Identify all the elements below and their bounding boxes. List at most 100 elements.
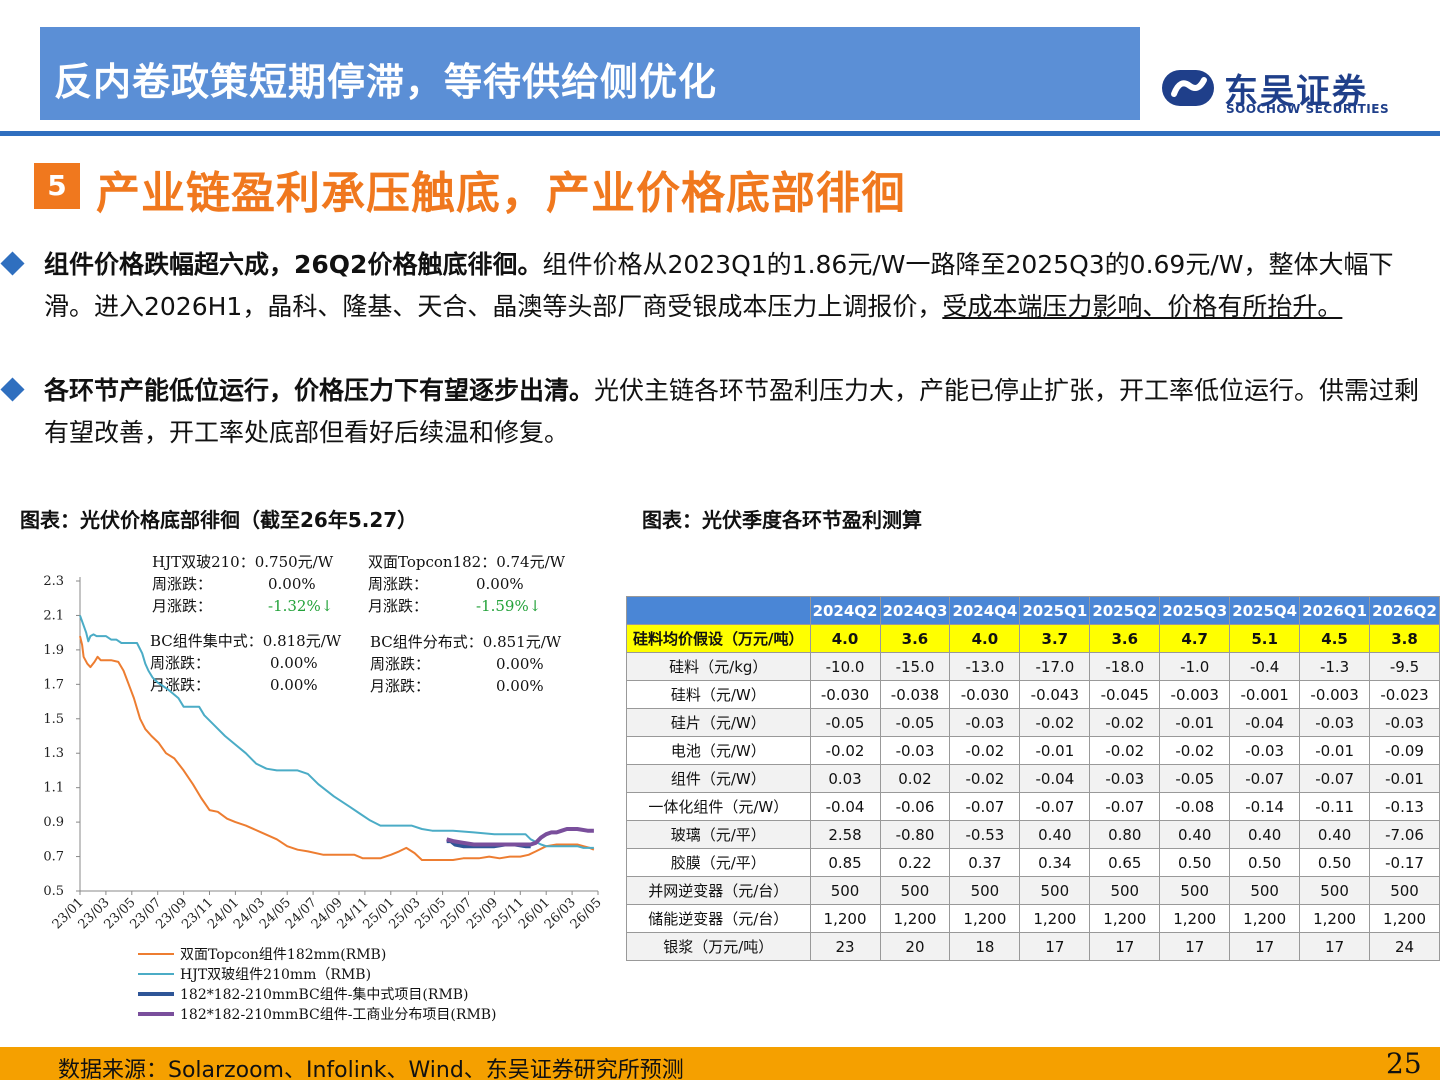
table-cell: -0.003 [1299, 680, 1371, 709]
table-cell: -18.0 [1089, 652, 1161, 681]
table-cell: -0.07 [1229, 764, 1301, 793]
table-cell: 500 [949, 876, 1021, 905]
chart-series [79, 615, 595, 861]
table-cell: -0.02 [1089, 736, 1161, 765]
topcon-annot-week-label: 周涨跌： [368, 575, 428, 593]
table-cell: 17 [1159, 932, 1231, 961]
table-row: 硅料（元/kg） -10.0 -15.0 -13.0 -17.0 -18.0 -1.0 -0.… [626, 652, 1440, 681]
table-cell: -0.06 [879, 792, 951, 821]
table-cell: -0.01 [1299, 736, 1371, 765]
table-cell: -0.003 [1159, 680, 1231, 709]
table-cell: -0.045 [1089, 680, 1161, 709]
bc-central-annot-week-label: 周涨跌： [150, 654, 210, 672]
table-cell: -0.14 [1229, 792, 1301, 821]
table-cell: -10.0 [809, 652, 881, 681]
table-row: 电池（元/W） -0.02 -0.03 -0.02 -0.01 -0.02 -0.02 -0.… [626, 736, 1440, 765]
bullet-2-text: 各环节产能低位运行，价格压力下有望逐步出清。光伏主链各环节盈利压力大，产能已停止… [44, 370, 1436, 454]
table-row: 玻璃（元/平） 2.58 -0.80 -0.53 0.40 0.80 0.40 0.40 0.4… [626, 820, 1440, 849]
table-cell: 3.8 [1369, 624, 1440, 653]
table-cell: -0.03 [1089, 764, 1161, 793]
table-cell: -0.01 [1369, 764, 1440, 793]
table-cell: 0.65 [1089, 848, 1161, 877]
table-cell: 500 [1369, 876, 1440, 905]
table-cell: 500 [1299, 876, 1371, 905]
row-label: 储能逆变器（元/台） [626, 904, 811, 933]
section-title: 产业链盈利承压触底，产业价格底部徘徊 [96, 168, 906, 219]
page-number: 25 [1386, 1047, 1422, 1080]
table-cell: -0.80 [879, 820, 951, 849]
table-cell: 1,200 [879, 904, 951, 933]
hjt-annot-name: HJT双玻210：0.750元/W [152, 553, 334, 571]
table-cell: 1,200 [1089, 904, 1161, 933]
y-tick-label: 0.9 [43, 815, 64, 830]
row-label: 硅料（元/kg） [626, 652, 811, 681]
table-cell: 20 [879, 932, 951, 961]
row-label: 玻璃（元/平） [626, 820, 811, 849]
bullet-1-text: 组件价格跌幅超六成，26Q2价格触底徘徊。组件价格从2023Q1的1.86元/W… [44, 244, 1436, 328]
bc-central-annot-month-label: 月涨跌： [150, 676, 210, 694]
table-row: 硅料（元/W） -0.030 -0.038 -0.030 -0.043 -0.045 -0.… [626, 680, 1440, 709]
table-cell: -0.02 [809, 736, 881, 765]
column-header: 2026Q1 [1299, 596, 1371, 625]
table-cell: 0.34 [1019, 848, 1091, 877]
table-cell: 0.22 [879, 848, 951, 877]
table-cell: 500 [1159, 876, 1231, 905]
legend-label-4: 182*182-210mmBC组件-工商业分布项目(RMB) [180, 1007, 497, 1023]
logo-text-cn: 东吴证券 [1224, 72, 1368, 112]
table-row: 储能逆变器（元/台） 1,200 1,200 1,200 1,200 1,200 1,200… [626, 904, 1440, 933]
table-cell: 500 [879, 876, 951, 905]
table-cell: -0.03 [1369, 708, 1440, 737]
table-row: 硅料均价假设（万元/吨） 4.0 3.6 4.0 3.7 3.6 4.7 5.1 4.5 3.8 [626, 624, 1440, 653]
bc-dist-annot-month: 0.00% [496, 677, 544, 695]
y-tick-label: 0.5 [43, 884, 64, 899]
y-tick-label: 1.3 [43, 746, 64, 761]
table-cell: -0.02 [949, 736, 1021, 765]
table-cell: -0.03 [1299, 708, 1371, 737]
table-cell: 0.40 [1229, 820, 1301, 849]
table-cell: -0.05 [1159, 764, 1231, 793]
bc-dist-annot-week: 0.00% [496, 655, 544, 673]
series-line-1 [79, 635, 595, 861]
hjt-annot-week: 0.00% [268, 575, 316, 593]
bc-central-annot-name: BC组件集中式：0.818元/W [150, 632, 342, 650]
table-cell: -0.02 [1159, 736, 1231, 765]
table-cell: 17 [1019, 932, 1091, 961]
y-tick-label: 1.5 [43, 712, 64, 727]
table-row: 并网逆变器（元/台） 500 500 500 500 500 500 500 500 500 [626, 876, 1440, 905]
table-cell: -0.043 [1019, 680, 1091, 709]
table-cell: 500 [1229, 876, 1301, 905]
column-header: 2026Q2 [1369, 596, 1440, 625]
chart-caption: 图表：光伏价格底部徘徊（截至26年5.27） [20, 508, 418, 532]
row-label: 硅片（元/W） [626, 708, 811, 737]
row-label: 电池（元/W） [626, 736, 811, 765]
table-cell: -0.07 [1089, 792, 1161, 821]
table-cell: 0.80 [1089, 820, 1161, 849]
table-cell: -0.13 [1369, 792, 1440, 821]
y-tick-label: 2.3 [43, 574, 64, 589]
hjt-annot-month: -1.32%↓ [268, 597, 333, 615]
column-header: 2025Q2 [1089, 596, 1161, 625]
bc-dist-annot-month-label: 月涨跌： [370, 677, 430, 695]
profit-table: 2024Q2 2024Q3 2024Q4 2025Q1 2025Q2 2025Q3 2025… [626, 596, 1440, 961]
table-cell: -0.04 [809, 792, 881, 821]
table-cell: 0.40 [1019, 820, 1091, 849]
table-cell: 4.0 [809, 624, 881, 653]
table-cell: 1,200 [949, 904, 1021, 933]
table-cell: -0.08 [1159, 792, 1231, 821]
diamond-bullet-icon [0, 251, 25, 276]
table-cell: -0.07 [1019, 792, 1091, 821]
table-corner [626, 596, 811, 625]
table-cell: -0.03 [1229, 736, 1301, 765]
company-logo: 东吴证券 SOOCHOW SECURITIES [1160, 64, 1420, 120]
hjt-annot-month-label: 月涨跌： [152, 597, 212, 615]
table-cell: 4.5 [1299, 624, 1371, 653]
table-cell: -0.02 [1089, 708, 1161, 737]
hjt-annot-week-label: 周涨跌： [152, 575, 212, 593]
table-cell: 3.7 [1019, 624, 1091, 653]
table-cell: -7.06 [1369, 820, 1440, 849]
table-cell: 3.6 [879, 624, 951, 653]
table-cell: -0.09 [1369, 736, 1440, 765]
table-cell: 1,200 [809, 904, 881, 933]
table-cell: -0.17 [1369, 848, 1440, 877]
table-cell: 1,200 [1159, 904, 1231, 933]
